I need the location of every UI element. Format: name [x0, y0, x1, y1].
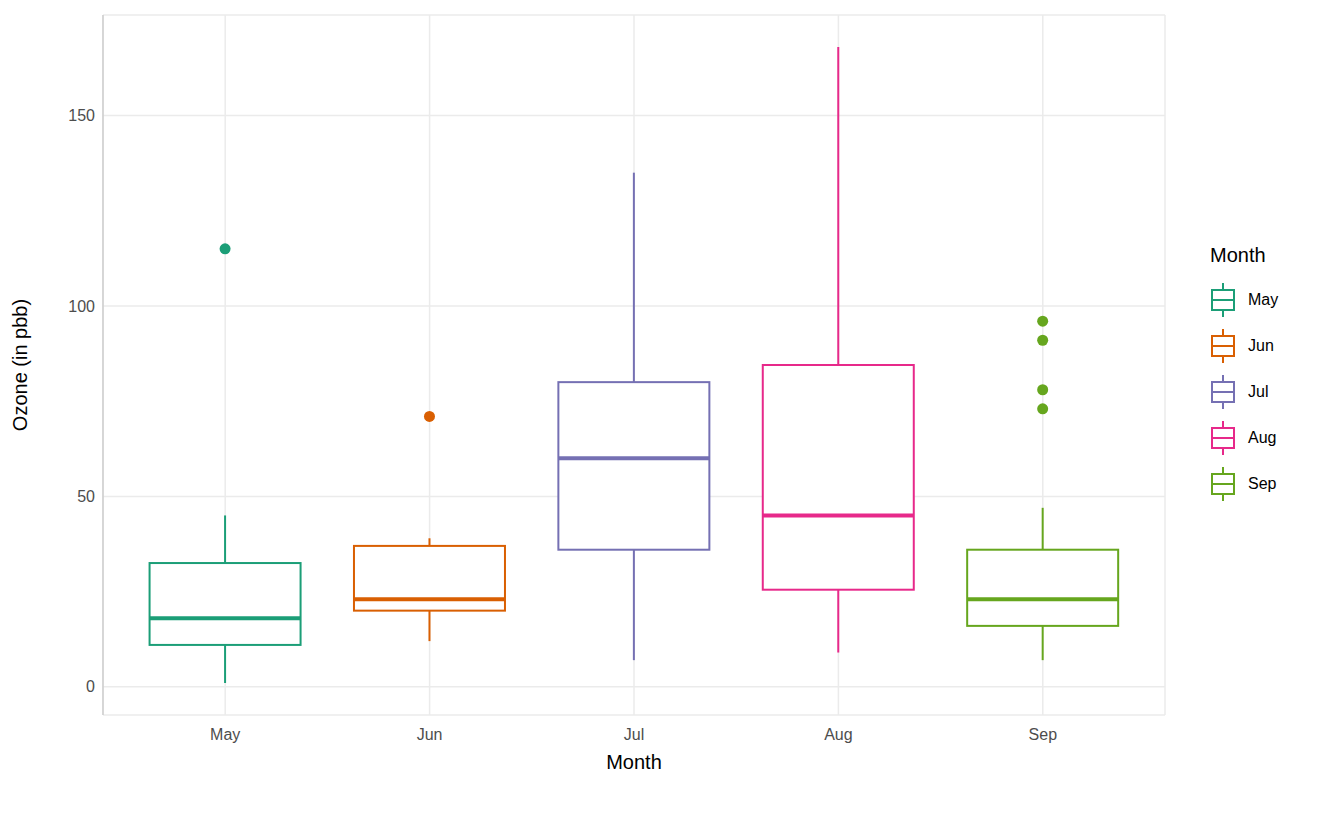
svg-text:Sep: Sep	[1029, 726, 1058, 743]
svg-text:Aug: Aug	[824, 726, 852, 743]
html-text:Jul: Jul	[1248, 383, 1269, 400]
svg-text:100: 100	[68, 298, 95, 315]
html-text:Jun: Jun	[1248, 337, 1274, 354]
svg-text:0: 0	[86, 678, 95, 695]
html-text:Month: Month	[1210, 244, 1266, 266]
svg-text:Jun: Jun	[417, 726, 443, 743]
svg-text:Month: Month	[606, 751, 662, 773]
svg-text:May: May	[210, 726, 240, 743]
svg-text:50: 50	[77, 488, 95, 505]
svg-text:Ozone (in pbb): Ozone (in pbb)	[9, 299, 31, 431]
svg-text:150: 150	[68, 107, 95, 124]
html-text:Sep: Sep	[1248, 475, 1277, 492]
html-text:May: May	[1248, 291, 1279, 308]
svg-text:Jul: Jul	[624, 726, 644, 743]
html-text:Aug: Aug	[1248, 429, 1277, 446]
